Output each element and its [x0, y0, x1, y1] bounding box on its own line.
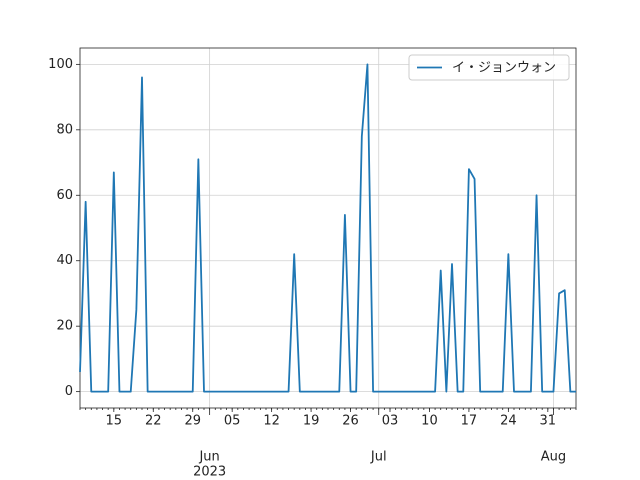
x-tick-label: 26: [342, 414, 359, 429]
y-tick-label: 20: [56, 319, 73, 334]
x-tick-label: 17: [461, 414, 478, 429]
x-tick-label: 10: [421, 414, 438, 429]
x-tick-label: 03: [382, 414, 399, 429]
x-major-label: Jun: [198, 450, 219, 465]
x-tick-label: 31: [540, 414, 557, 429]
x-tick-label: 05: [224, 414, 241, 429]
y-tick-label: 60: [56, 188, 73, 203]
x-major-label: Aug: [541, 450, 566, 465]
legend-label: イ・ジョンウォン: [452, 61, 556, 76]
x-tick-label: 22: [145, 414, 162, 429]
x-tick-label: 19: [303, 414, 320, 429]
y-tick-label: 100: [48, 57, 73, 72]
plot-frame: [79, 47, 577, 409]
x-tick-label: 15: [106, 414, 123, 429]
y-tick-label: 40: [56, 253, 73, 268]
data-line: [79, 63, 576, 393]
y-tick-label: 80: [56, 122, 73, 137]
year-label: 2023: [193, 465, 226, 480]
x-tick-label: 29: [184, 414, 201, 429]
x-tick-label: 12: [263, 414, 280, 429]
legend-box: [408, 54, 570, 81]
x-tick-label: 24: [500, 414, 517, 429]
x-major-label: Jul: [370, 450, 387, 465]
y-tick-label: 0: [65, 384, 73, 399]
